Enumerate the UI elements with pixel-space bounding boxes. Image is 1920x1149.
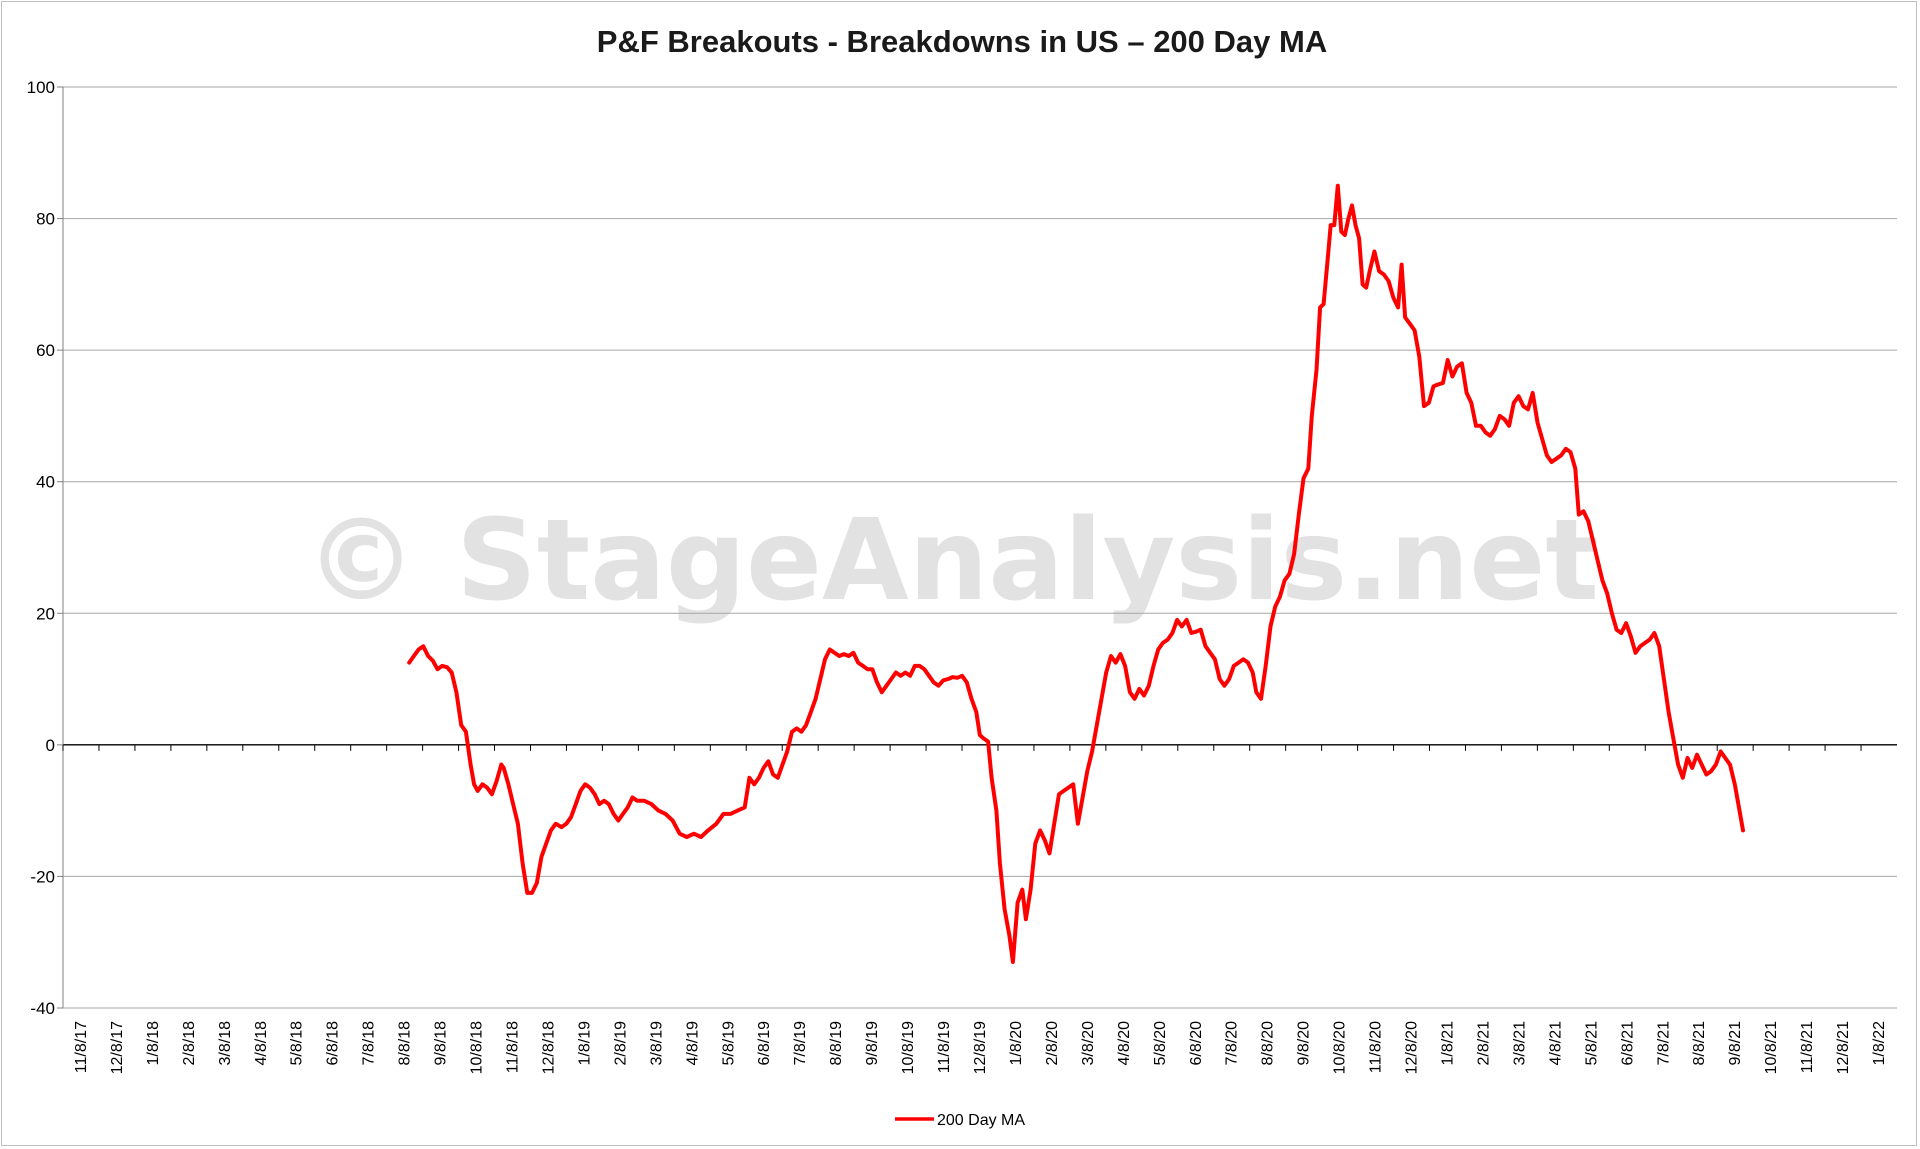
x-tick-label: 2/8/19: [612, 1021, 629, 1066]
y-tick-label: 20: [36, 604, 55, 623]
x-tick-label: 4/8/20: [1116, 1021, 1133, 1066]
x-tick-label: 12/8/20: [1404, 1021, 1421, 1074]
x-tick-label: 8/8/20: [1260, 1021, 1277, 1066]
x-tick-label: 1/8/19: [576, 1021, 593, 1066]
gridlines: [62, 86, 1897, 1009]
x-tick-label: 1/8/18: [145, 1021, 162, 1066]
x-tick-label: 3/8/20: [1080, 1021, 1097, 1066]
x-tick-label: 7/8/20: [1224, 1021, 1241, 1066]
y-tick-label: -40: [30, 999, 55, 1018]
x-tick-label: 3/8/21: [1511, 1021, 1528, 1066]
x-tick-label: 2/8/18: [181, 1021, 198, 1066]
x-tick-label: 2/8/21: [1475, 1021, 1492, 1066]
x-tick-label: 12/8/19: [972, 1021, 989, 1074]
x-tick-label: 10/8/21: [1763, 1021, 1780, 1074]
x-tick-label: 8/8/18: [397, 1021, 414, 1066]
x-tick-label: 8/8/19: [828, 1021, 845, 1066]
y-tick-label: 0: [46, 736, 55, 755]
x-tick-label: 11/8/18: [505, 1021, 522, 1073]
x-tick-label: 6/8/20: [1188, 1021, 1205, 1066]
x-tick-label: 11/8/19: [936, 1021, 953, 1073]
y-tick-label: -20: [30, 867, 55, 886]
x-tick-label: 6/8/18: [325, 1021, 342, 1066]
x-tick-label: 7/8/21: [1655, 1021, 1672, 1066]
x-tick-label: 4/8/21: [1547, 1021, 1564, 1066]
series-layer: [407, 183, 1745, 964]
x-tick-label: 11/8/20: [1368, 1021, 1385, 1073]
x-tick-label: 1/8/20: [1008, 1021, 1025, 1066]
x-tick-label: 8/8/21: [1691, 1021, 1708, 1066]
x-axis-ticks: 11/8/17 12/8/17 1/8/18 2/8/18 3/8/18 4/8/18 5/…: [62, 744, 1888, 1074]
x-tick-label: 3/8/18: [217, 1021, 234, 1066]
x-tick-label: 10/8/19: [900, 1021, 917, 1074]
x-tick-label: 12/8/18: [540, 1021, 557, 1074]
x-tick-label: 1/8/21: [1439, 1021, 1456, 1066]
y-tick-label: 40: [36, 473, 55, 492]
x-tick-label: 6/8/19: [756, 1021, 773, 1066]
x-tick-label: 9/8/18: [433, 1021, 450, 1066]
x-tick-label: 1/8/22: [1871, 1021, 1888, 1066]
x-tick-label: 12/8/21: [1835, 1021, 1852, 1074]
x-tick-label: 9/8/21: [1727, 1021, 1744, 1066]
y-tick-label: 80: [36, 210, 55, 229]
x-tick-label: 9/8/19: [864, 1021, 881, 1066]
x-tick-label: 10/8/18: [469, 1021, 486, 1074]
legend-label: 200 Day MA: [937, 1112, 1025, 1129]
watermark: © StageAnalysis.net: [305, 496, 1599, 626]
x-tick-label: 7/8/19: [792, 1021, 809, 1066]
x-tick-label: 5/8/20: [1152, 1021, 1169, 1066]
x-tick-label: 7/8/18: [361, 1021, 378, 1066]
x-tick-label: 2/8/20: [1044, 1021, 1061, 1066]
x-tick-label: 11/8/21: [1799, 1021, 1816, 1073]
y-tick-label: 60: [36, 341, 55, 360]
series-line-200-day-ma: [407, 183, 1745, 964]
x-tick-label: 11/8/17: [73, 1021, 90, 1073]
y-tick-label: 100: [27, 78, 55, 97]
x-tick-label: 9/8/20: [1296, 1021, 1313, 1066]
x-tick-label: 3/8/19: [648, 1021, 665, 1066]
x-tick-label: 5/8/21: [1583, 1021, 1600, 1066]
x-tick-label: 10/8/20: [1332, 1021, 1349, 1074]
x-tick-label: 4/8/18: [253, 1021, 270, 1066]
x-tick-label: 5/8/19: [720, 1021, 737, 1066]
x-tick-label: 6/8/21: [1619, 1021, 1636, 1066]
x-tick-label: 4/8/19: [684, 1021, 701, 1066]
y-axis-ticks: 100 80 60 40 20 0 -20 -40: [27, 78, 63, 1018]
x-tick-label: 5/8/18: [289, 1021, 306, 1066]
chart-title: P&F Breakouts - Breakdowns in US – 200 D…: [597, 24, 1327, 59]
x-tick-label: 12/8/17: [109, 1021, 126, 1074]
legend: 200 Day MA: [895, 1112, 1025, 1129]
